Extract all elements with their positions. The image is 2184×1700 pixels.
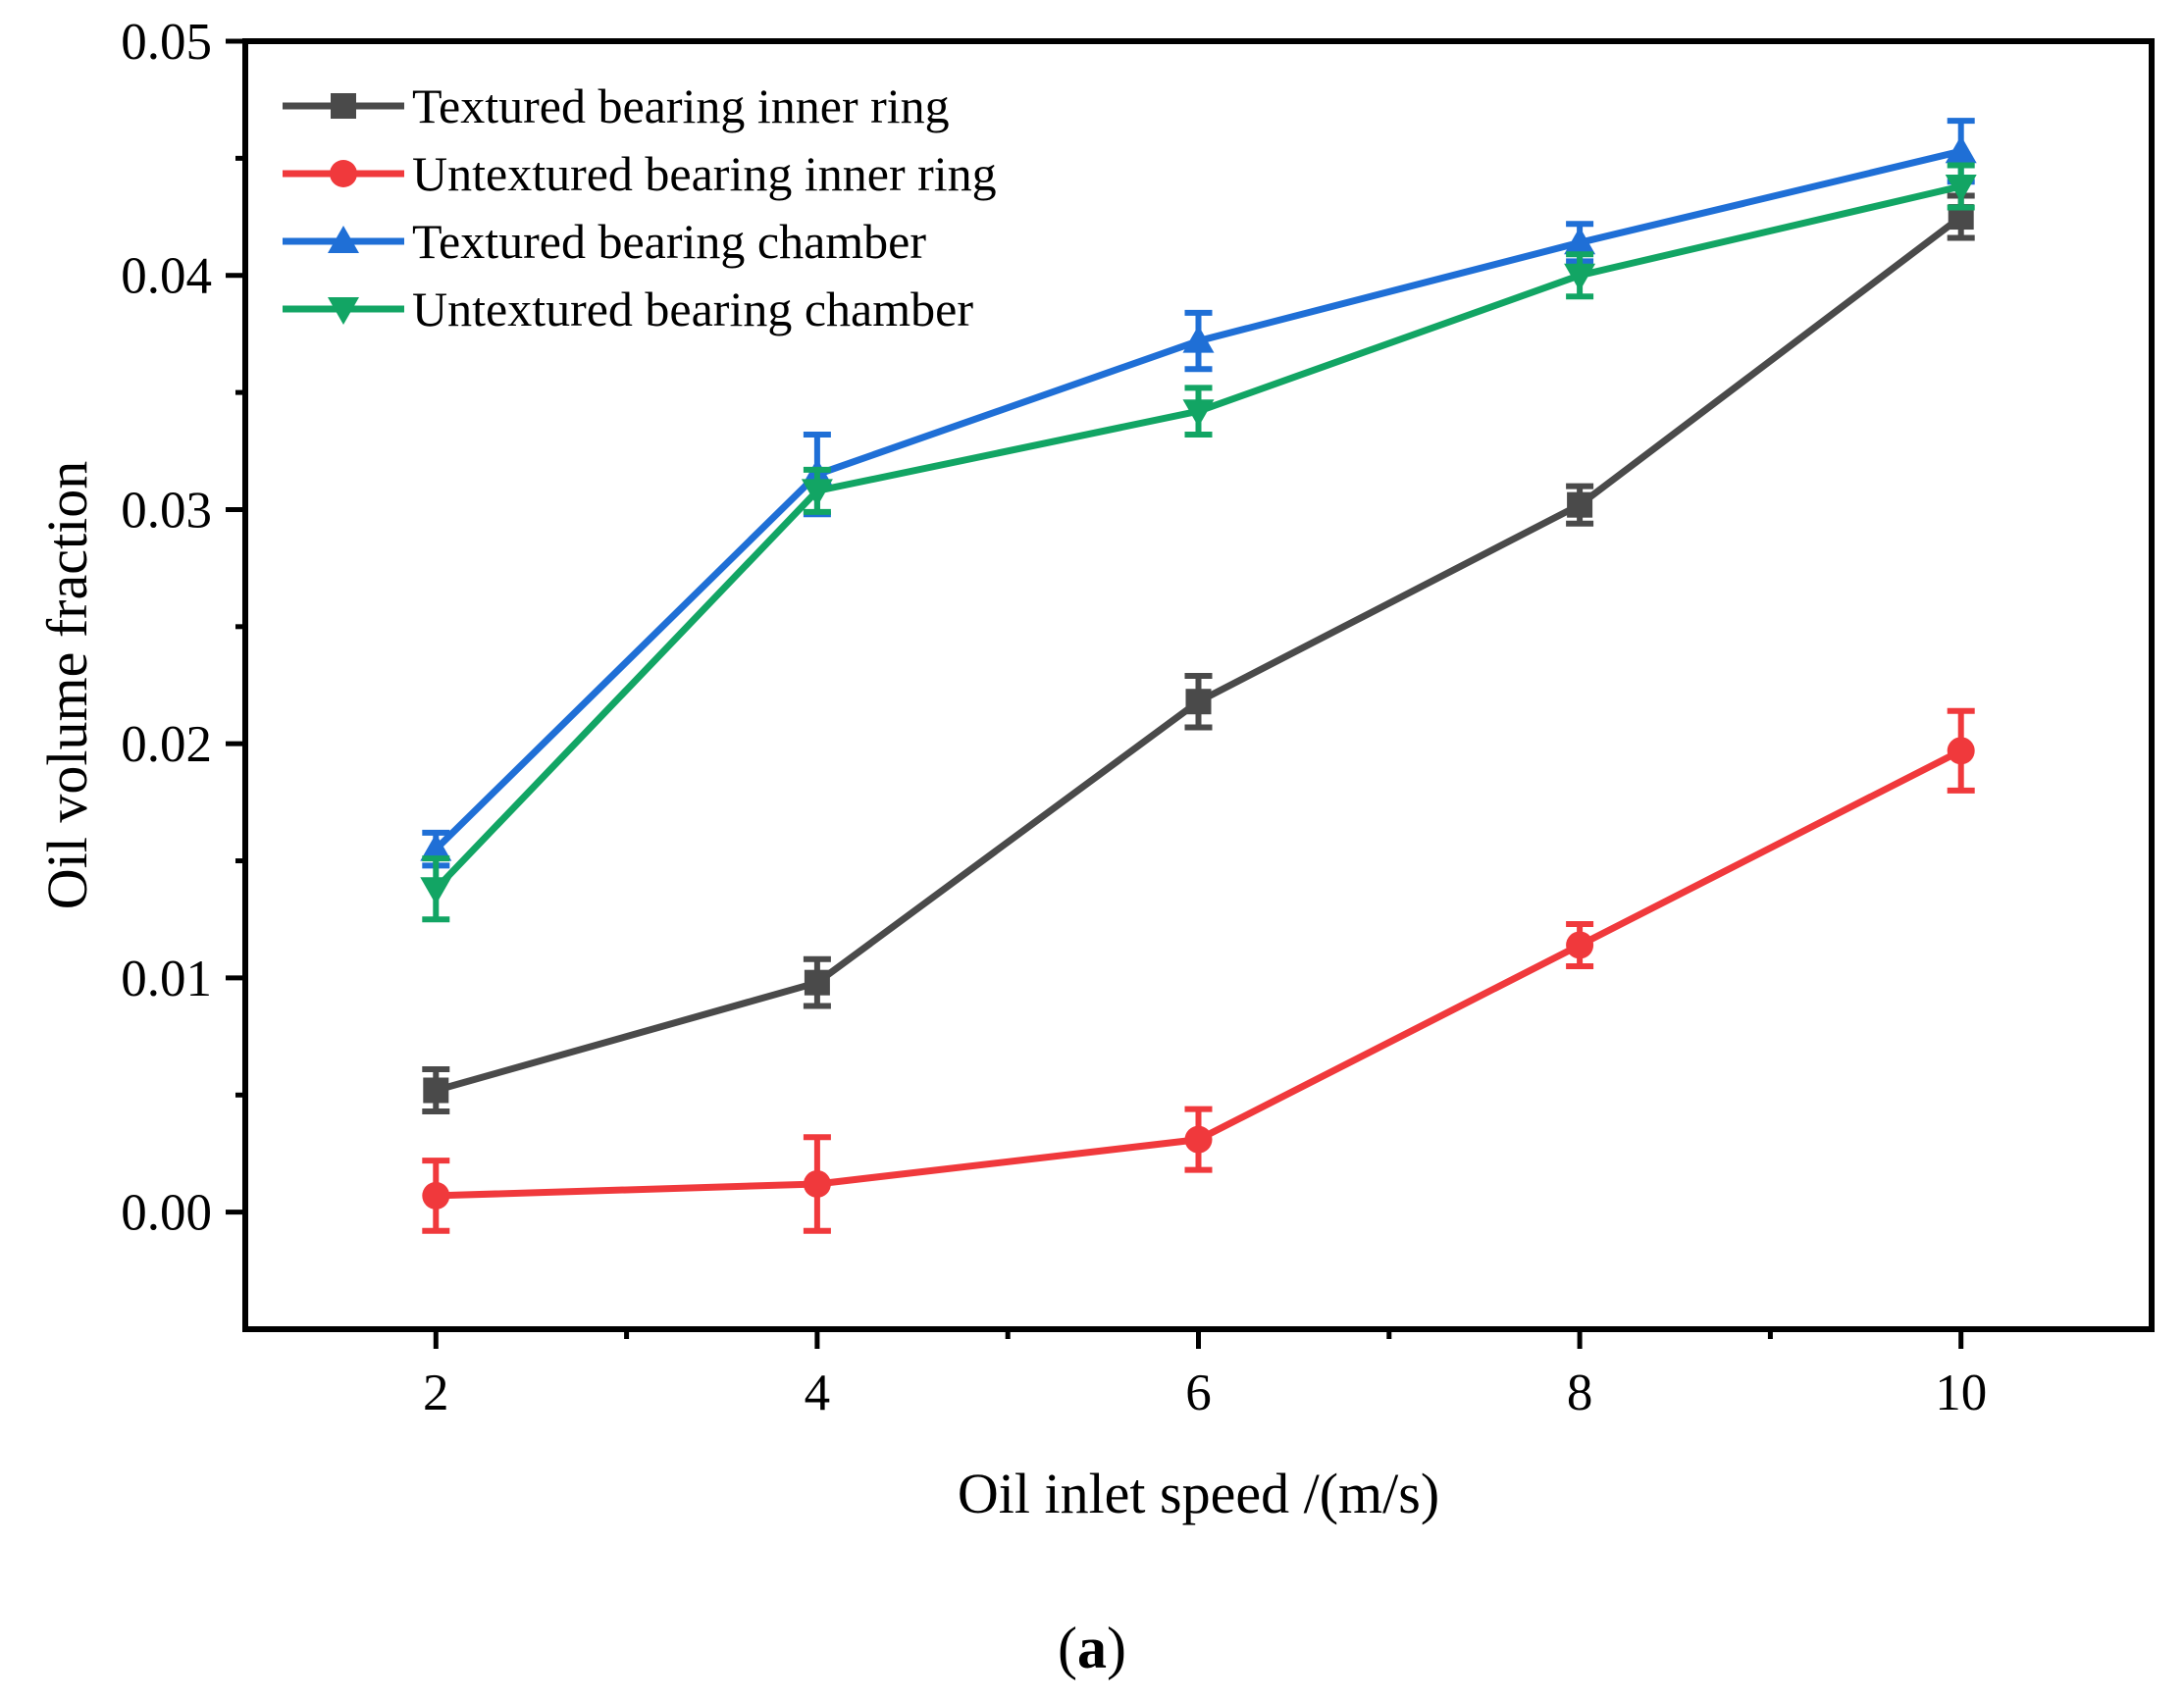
legend-marker: [330, 160, 357, 187]
x-tick-label: 8: [1567, 1365, 1593, 1421]
series-layer: [420, 118, 1977, 1234]
data-point: [1945, 135, 1977, 164]
legend-label: Untextured bearing chamber: [412, 282, 973, 336]
legend-item-4: Untextured bearing chamber: [283, 282, 973, 336]
legend-item-3: Textured bearing chamber: [283, 214, 926, 269]
legend-label: Untextured bearing inner ring: [412, 146, 997, 201]
data-point: [1182, 325, 1215, 353]
data-point: [804, 969, 830, 996]
data-point: [1945, 175, 1977, 203]
data-point: [1185, 689, 1212, 715]
data-point: [1184, 1125, 1213, 1154]
legend-marker: [328, 226, 359, 253]
legend: Textured bearing inner ring Untextured be…: [283, 78, 997, 336]
legend-item-2: Untextured bearing inner ring: [283, 146, 997, 201]
data-point: [1564, 227, 1596, 255]
y-tick-label: 0.04: [121, 248, 212, 305]
x-tick-label: 2: [423, 1365, 449, 1421]
data-point: [423, 1077, 449, 1104]
series-2: [422, 707, 1975, 1234]
y-tick-label: 0.00: [121, 1185, 212, 1242]
data-point: [801, 479, 833, 507]
figure-caption: (a): [1058, 1616, 1126, 1680]
caption-close-paren: ): [1107, 1616, 1126, 1680]
caption-open-paren: (: [1058, 1616, 1077, 1680]
series-4: [420, 162, 1977, 923]
y-tick-label: 0.03: [121, 482, 212, 539]
data-point: [1564, 263, 1596, 291]
y-tick-label: 0.01: [121, 951, 212, 1007]
legend-marker: [331, 93, 356, 119]
x-tick-label: 4: [805, 1365, 831, 1421]
legend-label: Textured bearing inner ring: [412, 78, 950, 133]
legend-label: Textured bearing chamber: [412, 214, 926, 269]
y-tick-label: 0.02: [121, 716, 212, 773]
x-tick-label: 6: [1185, 1365, 1212, 1421]
data-point: [803, 1169, 831, 1198]
data-point: [420, 877, 452, 905]
axes-layer: 2 4 6 8 10 0.00 0.01 0.02 0.03 0.04 0.05: [121, 14, 2155, 1421]
data-point: [420, 833, 452, 861]
data-point: [422, 1181, 450, 1210]
y-tick-label: 0.05: [121, 14, 212, 71]
caption-letter: a: [1077, 1616, 1107, 1680]
series-1: [422, 192, 1975, 1114]
x-tick-label: 10: [1935, 1365, 1987, 1421]
data-point: [1947, 737, 1975, 765]
x-axis-title: Oil inlet speed /(m/s): [958, 1462, 1439, 1525]
data-point: [1566, 931, 1594, 959]
data-point: [1182, 399, 1215, 428]
legend-marker: [328, 297, 359, 325]
y-axis-title: Oil volume fraction: [35, 461, 99, 909]
data-point: [1567, 491, 1593, 518]
legend-item-1: Textured bearing inner ring: [283, 78, 950, 133]
